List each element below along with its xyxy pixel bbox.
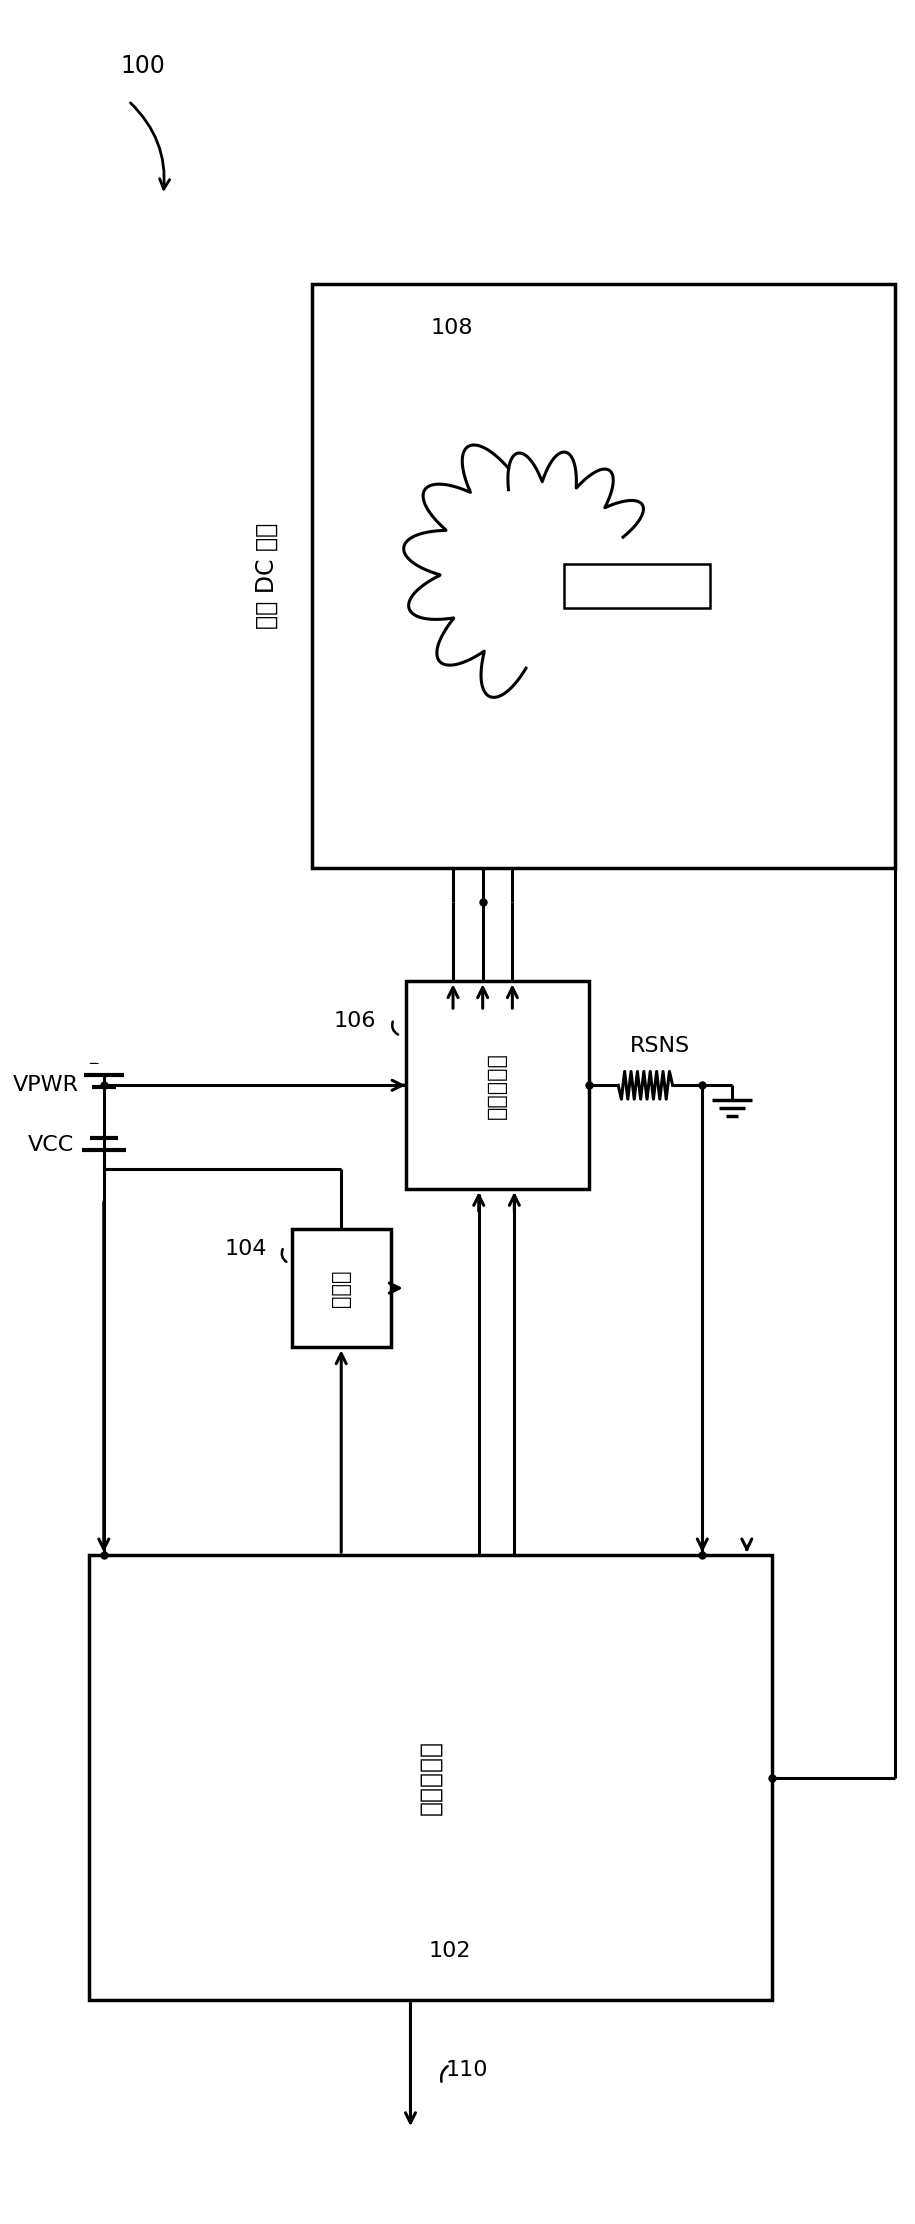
Bar	[564, 565, 710, 609]
Text: 108: 108	[430, 318, 473, 338]
Text: 106: 106	[333, 1012, 376, 1032]
Text: 102: 102	[429, 1942, 471, 1962]
Text: 104: 104	[224, 1239, 267, 1259]
Text: 驱动器: 驱动器	[331, 1270, 351, 1308]
Text: VPWR: VPWR	[13, 1074, 79, 1094]
Text: 100: 100	[121, 53, 166, 78]
Bar	[405, 981, 588, 1190]
Bar	[89, 1555, 771, 1999]
Text: VCC: VCC	[27, 1134, 74, 1154]
Text: ─: ─	[89, 1056, 97, 1070]
Text: 功率晶体管: 功率晶体管	[487, 1052, 507, 1119]
Text: 110: 110	[445, 2059, 488, 2079]
Text: 电机控制器: 电机控制器	[418, 1741, 442, 1815]
Text: RSNS: RSNS	[630, 1036, 690, 1056]
Text: 无刷 DC 电机: 无刷 DC 电机	[255, 523, 279, 629]
Bar	[311, 285, 895, 867]
Bar	[292, 1228, 391, 1348]
